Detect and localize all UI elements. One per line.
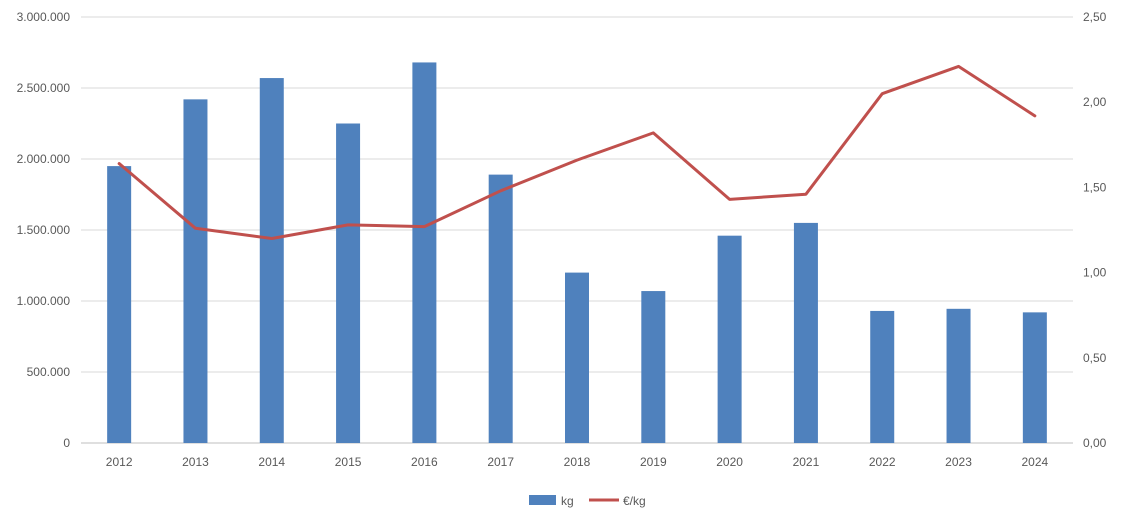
bar-2020 — [717, 235, 742, 443]
bar-2019 — [641, 291, 666, 443]
legend: kg €/kg — [529, 494, 646, 508]
x-axis-tick-2024: 2024 — [1021, 455, 1048, 469]
x-axis-tick-2022: 2022 — [869, 455, 896, 469]
right-axis-tick-1,50: 1,50 — [1083, 180, 1107, 194]
line-series-eur-per-kg — [117, 64, 1037, 241]
x-axis-tick-2014: 2014 — [258, 455, 285, 469]
left-axis-tick-500.000: 500.000 — [27, 365, 71, 379]
x-axis-tick-2012: 2012 — [106, 455, 133, 469]
bar-2021 — [793, 222, 818, 443]
line-eur-per-kg-path — [117, 64, 1037, 241]
left-axis-tick-1.500.000: 1.500.000 — [17, 223, 71, 237]
x-axis-tick-2019: 2019 — [640, 455, 667, 469]
x-axis-tick-2020: 2020 — [716, 455, 743, 469]
x-axis-tick-2016: 2016 — [411, 455, 438, 469]
bar-2012 — [107, 166, 132, 443]
legend-label-eur-per-kg: €/kg — [623, 494, 646, 508]
bar-2018 — [565, 272, 589, 443]
left-axis-tick-2.000.000: 2.000.000 — [17, 152, 71, 166]
x-axis-tick-2023: 2023 — [945, 455, 972, 469]
x-axis-tick-2018: 2018 — [564, 455, 591, 469]
right-axis-tick-0,00: 0,00 — [1083, 436, 1107, 450]
right-axis-tick-labels: 0,00 0,50 1,00 1,50 2,00 2,50 — [1083, 10, 1107, 450]
right-axis-tick-1,00: 1,00 — [1083, 266, 1107, 280]
bar-2024 — [1022, 312, 1047, 443]
gridlines — [81, 16, 1073, 444]
legend-swatch-kg — [529, 495, 556, 505]
x-axis-tick-labels: 2012 2013 2014 2015 2016 2017 2018 2019 2020 2021… — [106, 455, 1049, 469]
left-axis-tick-0: 0 — [63, 436, 70, 450]
bar-2015 — [336, 123, 361, 443]
x-axis-tick-2015: 2015 — [335, 455, 362, 469]
bar-2013 — [183, 99, 208, 444]
left-axis-tick-1.000.000: 1.000.000 — [17, 294, 71, 308]
bar-series-kg — [107, 62, 1047, 444]
bar-2017 — [488, 174, 513, 443]
right-axis-tick-2,00: 2,00 — [1083, 95, 1107, 109]
left-axis-tick-labels: 0 500.000 1.000.000 1.500.000 2.000.000 2.500… — [17, 10, 71, 450]
bar-2014 — [259, 78, 284, 443]
left-axis-tick-3.000.000: 3.000.000 — [17, 10, 71, 24]
bar-2016 — [412, 62, 437, 443]
right-axis-tick-2,50: 2,50 — [1083, 10, 1107, 24]
right-axis-tick-0,50: 0,50 — [1083, 351, 1107, 365]
x-axis-tick-2021: 2021 — [793, 455, 820, 469]
left-axis-tick-2.500.000: 2.500.000 — [17, 81, 71, 95]
bar-2022 — [870, 310, 895, 443]
bar-2023 — [946, 308, 971, 443]
legend-label-kg: kg — [561, 494, 574, 508]
x-axis-tick-2017: 2017 — [487, 455, 514, 469]
x-axis-tick-2013: 2013 — [182, 455, 209, 469]
